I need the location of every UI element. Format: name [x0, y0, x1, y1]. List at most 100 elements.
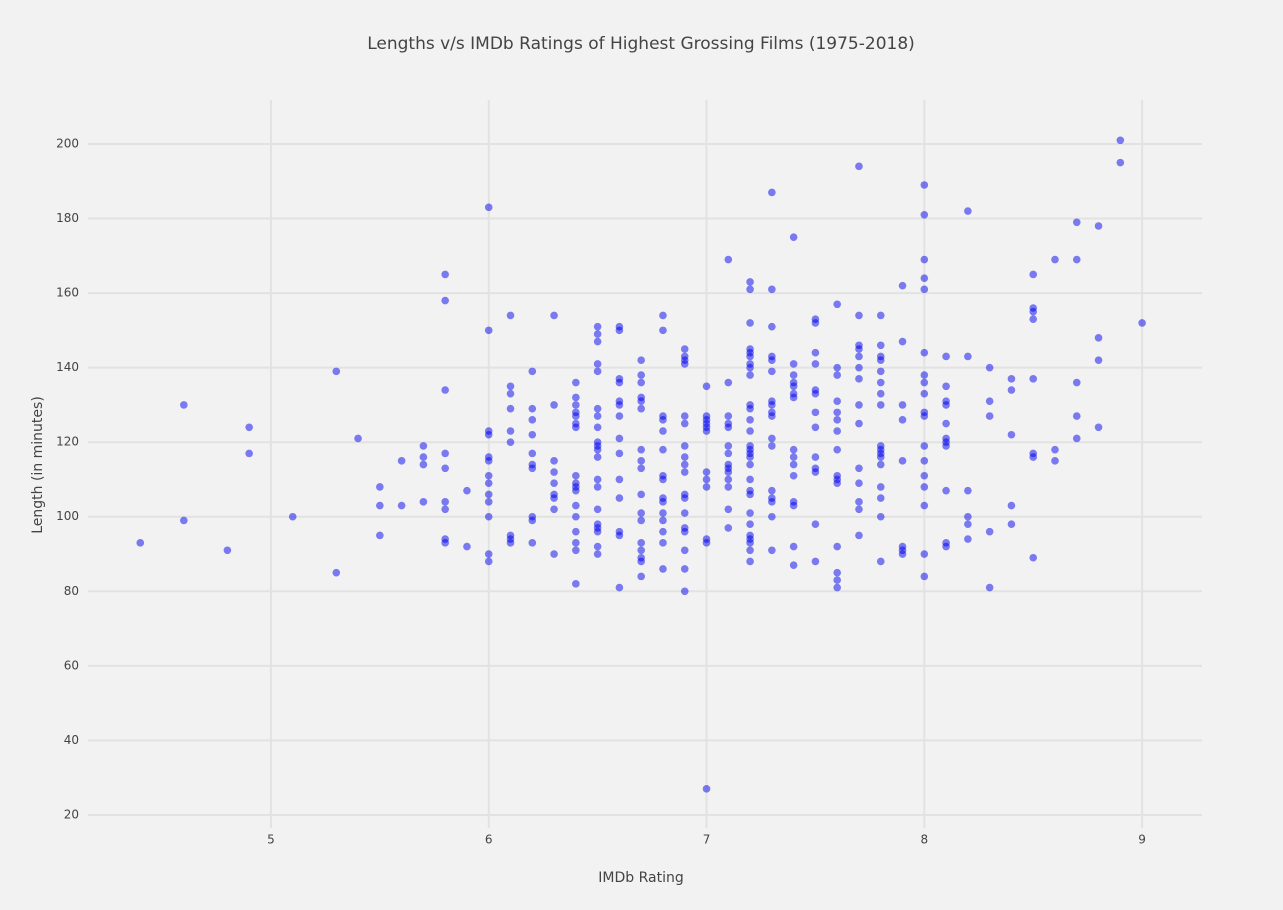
point [724, 483, 733, 491]
point [833, 445, 842, 454]
point [441, 270, 449, 279]
point [463, 542, 471, 551]
point [593, 412, 602, 420]
point [593, 330, 602, 338]
point [746, 520, 754, 529]
point [637, 356, 645, 364]
point [811, 319, 820, 327]
point [572, 527, 580, 536]
point [484, 490, 493, 499]
y-tick-label: 120 [56, 435, 79, 449]
point [593, 542, 602, 551]
point [746, 460, 754, 469]
point [637, 509, 645, 517]
point [768, 434, 776, 443]
point [506, 389, 515, 398]
point [550, 479, 558, 487]
point [637, 572, 645, 581]
point [768, 367, 776, 376]
point [593, 445, 602, 454]
point [637, 404, 645, 413]
point [572, 512, 580, 521]
point [528, 430, 537, 439]
point [855, 345, 863, 353]
y-tick-label: 200 [56, 136, 79, 150]
point [985, 583, 994, 592]
point [724, 423, 733, 432]
point [572, 401, 580, 409]
point [637, 445, 645, 454]
point [1072, 412, 1081, 420]
point [724, 468, 733, 476]
point [180, 401, 188, 409]
y-tick-label: 80 [64, 584, 79, 598]
point [920, 274, 929, 282]
point [1051, 457, 1059, 465]
point [397, 501, 406, 510]
point [615, 494, 624, 502]
point [942, 419, 950, 428]
point [876, 378, 885, 387]
point [702, 382, 711, 391]
point [920, 412, 929, 420]
point [1007, 520, 1016, 529]
point [506, 427, 515, 435]
point [680, 345, 689, 353]
point [528, 404, 537, 413]
point [855, 531, 863, 540]
point [615, 378, 624, 387]
point [833, 542, 842, 551]
point [920, 572, 929, 581]
point [615, 475, 624, 484]
point [680, 419, 689, 428]
point [920, 371, 929, 379]
point [855, 363, 863, 372]
point [724, 255, 733, 264]
point [659, 445, 667, 454]
point [964, 486, 972, 495]
x-tick-label: 7 [703, 833, 711, 847]
point [572, 501, 580, 510]
point [441, 539, 449, 547]
point [855, 479, 863, 487]
point [855, 375, 863, 383]
point [615, 412, 624, 420]
y-tick-label: 160 [56, 286, 79, 300]
point [572, 471, 580, 480]
point [1094, 334, 1103, 342]
point [1051, 445, 1059, 454]
point [550, 457, 558, 465]
point [506, 404, 515, 413]
point [746, 404, 754, 413]
point [746, 453, 754, 461]
point [724, 449, 733, 458]
point [1094, 423, 1103, 432]
point [746, 427, 754, 435]
point [376, 501, 384, 510]
point [876, 341, 885, 350]
point [593, 423, 602, 432]
point [441, 464, 449, 473]
point [942, 542, 950, 551]
point [528, 449, 537, 458]
point [637, 378, 645, 387]
point [550, 505, 558, 514]
point [659, 498, 667, 506]
point [680, 587, 689, 596]
point [419, 453, 428, 461]
point [833, 363, 842, 372]
point [920, 255, 929, 264]
point [811, 468, 820, 476]
point [680, 527, 689, 536]
point [593, 404, 602, 413]
point [789, 233, 798, 241]
point [376, 531, 384, 540]
point [768, 188, 776, 197]
point [876, 557, 885, 566]
point [811, 408, 820, 417]
point [615, 326, 624, 335]
point [397, 457, 406, 465]
y-tick-label: 40 [64, 733, 79, 747]
y-tick-label: 140 [56, 360, 79, 374]
